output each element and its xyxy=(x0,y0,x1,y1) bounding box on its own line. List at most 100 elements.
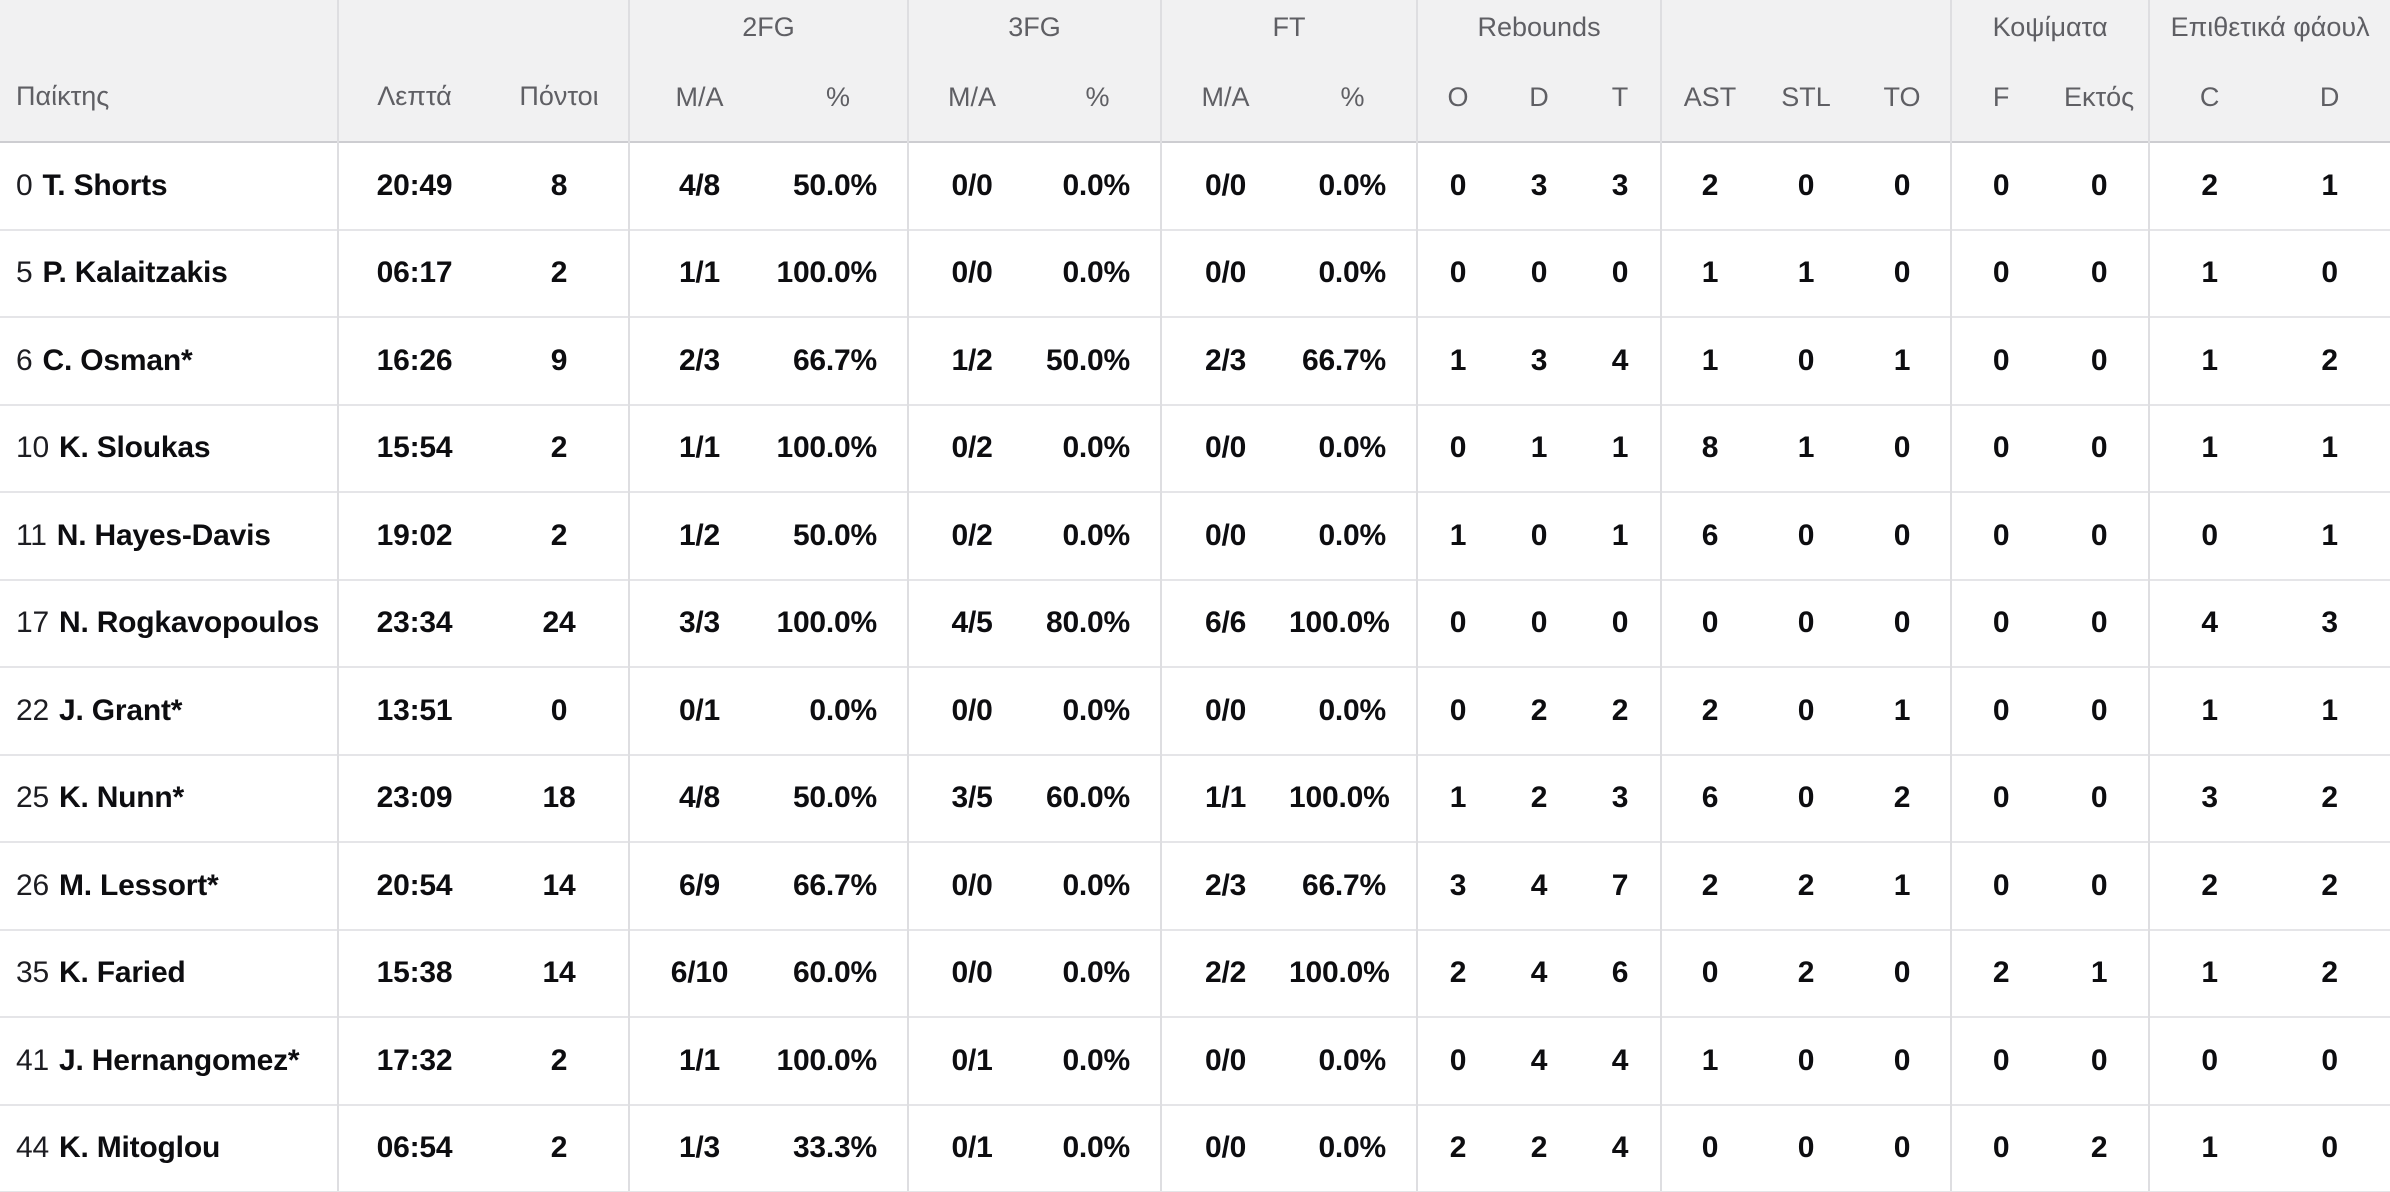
player-number: 25 xyxy=(16,781,49,815)
blocks-for-cell: 0 xyxy=(1950,753,2051,842)
points-cell: 14 xyxy=(490,928,629,1017)
fg3-made-attempted-cell: 0/0 xyxy=(907,141,1036,230)
player-cell: 0 T. Shorts xyxy=(0,141,338,230)
turnovers-cell: 2 xyxy=(1854,753,1952,842)
turnovers-cell: 0 xyxy=(1854,403,1952,492)
fg3-made-attempted-cell: 0/1 xyxy=(907,1103,1036,1192)
fg3-percent-cell: 0.0% xyxy=(1035,228,1162,317)
steals-cell: 0 xyxy=(1758,753,1855,842)
rebounds-total-cell: 4 xyxy=(1580,316,1662,405)
col-header-blocks-against: Εκτός xyxy=(2050,54,2150,142)
points-cell: 9 xyxy=(490,316,629,405)
fouls-committed-cell: 1 xyxy=(2148,1103,2270,1192)
fouls-drawn-cell: 2 xyxy=(2269,753,2390,842)
fg2-made-attempted-cell: 3/3 xyxy=(628,578,769,667)
fg3-made-attempted-cell: 1/2 xyxy=(907,316,1036,405)
player-name[interactable]: K. Faried xyxy=(58,956,186,990)
col-header-ft-pct: % xyxy=(1289,54,1418,142)
col-header-3fg-pct: % xyxy=(1035,54,1162,142)
rebounds-total-cell: 1 xyxy=(1580,491,1662,580)
ft-percent-cell: 100.0% xyxy=(1289,928,1418,1017)
fg2-made-attempted-cell: 1/1 xyxy=(628,1016,769,1105)
rebounds-defensive-cell: 1 xyxy=(1498,403,1581,492)
table-row: 17 N. Rogkavopoulos 23:34 24 3/3 100.0% 4… xyxy=(0,578,2390,667)
fg3-made-attempted-cell: 0/0 xyxy=(907,841,1036,930)
rebounds-offensive-cell: 1 xyxy=(1416,316,1499,405)
fouls-committed-cell: 0 xyxy=(2148,1016,2270,1105)
col-header-player: Παίκτης xyxy=(0,0,338,142)
turnovers-cell: 0 xyxy=(1854,228,1952,317)
fouls-drawn-cell: 1 xyxy=(2269,141,2390,230)
player-cell: 35 K. Faried xyxy=(0,928,338,1017)
rebounds-total-cell: 6 xyxy=(1580,928,1662,1017)
col-header-rebounds-defensive: D xyxy=(1498,54,1581,142)
fg3-percent-cell: 0.0% xyxy=(1035,1016,1162,1105)
blocks-against-cell: 2 xyxy=(2050,1103,2150,1192)
turnovers-cell: 0 xyxy=(1854,1103,1952,1192)
ft-percent-cell: 0.0% xyxy=(1289,141,1418,230)
stats-table-header: Παίκτης Λεπτά Πόντοι 2FG 3FG FT Rebounds… xyxy=(0,0,2390,142)
blocks-against-cell: 0 xyxy=(2050,1016,2150,1105)
blocks-for-cell: 0 xyxy=(1950,491,2051,580)
player-name[interactable]: M. Lessort* xyxy=(58,868,219,902)
player-name[interactable]: T. Shorts xyxy=(42,168,168,202)
group-header-3fg: 3FG xyxy=(907,0,1162,54)
assists-cell: 8 xyxy=(1660,403,1759,492)
assists-cell: 1 xyxy=(1660,316,1759,405)
rebounds-offensive-cell: 0 xyxy=(1416,403,1499,492)
player-name[interactable]: P. Kalaitzakis xyxy=(42,256,228,290)
fg2-percent-cell: 50.0% xyxy=(769,491,909,580)
player-name[interactable]: K. Sloukas xyxy=(58,431,211,465)
ft-made-attempted-cell: 1/1 xyxy=(1160,753,1290,842)
table-row: 25 K. Nunn* 23:09 18 4/8 50.0% 3/5 60.0% … xyxy=(0,753,2390,842)
rebounds-defensive-cell: 0 xyxy=(1498,578,1581,667)
rebounds-defensive-cell: 2 xyxy=(1498,1103,1581,1192)
player-name[interactable]: N. Hayes-Davis xyxy=(56,518,271,552)
assists-cell: 1 xyxy=(1660,228,1759,317)
blocks-against-cell: 0 xyxy=(2050,578,2150,667)
steals-cell: 0 xyxy=(1758,316,1855,405)
rebounds-defensive-cell: 2 xyxy=(1498,666,1581,755)
ft-made-attempted-cell: 0/0 xyxy=(1160,666,1290,755)
blocks-for-cell: 0 xyxy=(1950,403,2051,492)
fg2-made-attempted-cell: 1/1 xyxy=(628,228,769,317)
player-number: 11 xyxy=(16,518,47,552)
assists-cell: 0 xyxy=(1660,1103,1759,1192)
points-cell: 2 xyxy=(490,228,629,317)
player-name[interactable]: J. Hernangomez* xyxy=(58,1043,300,1077)
rebounds-offensive-cell: 1 xyxy=(1416,491,1499,580)
rebounds-defensive-cell: 2 xyxy=(1498,753,1581,842)
fg2-made-attempted-cell: 4/8 xyxy=(628,753,769,842)
player-number: 44 xyxy=(16,1131,49,1165)
header-columns-row: M/A % M/A % M/A % O D T AST STL TO F Εκτ… xyxy=(0,54,2390,142)
fg3-made-attempted-cell: 0/2 xyxy=(907,403,1036,492)
blocks-for-cell: 0 xyxy=(1950,841,2051,930)
blocks-against-cell: 0 xyxy=(2050,141,2150,230)
player-name[interactable]: N. Rogkavopoulos xyxy=(58,606,320,640)
fg2-percent-cell: 33.3% xyxy=(769,1103,909,1192)
player-name[interactable]: K. Nunn* xyxy=(58,781,185,815)
rebounds-offensive-cell: 3 xyxy=(1416,841,1499,930)
player-name[interactable]: J. Grant* xyxy=(58,693,183,727)
minutes-cell: 13:51 xyxy=(337,666,490,755)
fg2-made-attempted-cell: 2/3 xyxy=(628,316,769,405)
fg3-percent-cell: 80.0% xyxy=(1035,578,1162,667)
col-header-rebounds-total: T xyxy=(1580,54,1662,142)
player-name[interactable]: C. Osman* xyxy=(42,343,193,377)
player-name[interactable]: K. Mitoglou xyxy=(58,1131,221,1165)
blocks-for-cell: 0 xyxy=(1950,666,2051,755)
ft-made-attempted-cell: 0/0 xyxy=(1160,403,1290,492)
table-row: 10 K. Sloukas 15:54 2 1/1 100.0% 0/2 0.0%… xyxy=(0,403,2390,492)
minutes-cell: 15:38 xyxy=(337,928,490,1017)
fg3-percent-cell: 0.0% xyxy=(1035,1103,1162,1192)
ft-made-attempted-cell: 0/0 xyxy=(1160,491,1290,580)
steals-cell: 1 xyxy=(1758,228,1855,317)
rebounds-offensive-cell: 0 xyxy=(1416,141,1499,230)
player-number: 22 xyxy=(16,693,49,727)
fg2-percent-cell: 66.7% xyxy=(769,316,909,405)
fouls-drawn-cell: 3 xyxy=(2269,578,2390,667)
minutes-cell: 06:17 xyxy=(337,228,490,317)
table-row: 0 T. Shorts 20:49 8 4/8 50.0% 0/0 0.0% 0/… xyxy=(0,141,2390,230)
assists-cell: 2 xyxy=(1660,141,1759,230)
